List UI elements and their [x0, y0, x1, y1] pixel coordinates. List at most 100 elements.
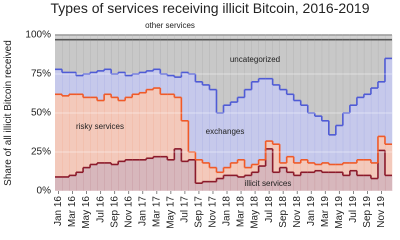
area-segment — [314, 164, 323, 171]
area-segment — [195, 183, 203, 191]
x-tick-label: Nov 16 — [123, 196, 134, 228]
area-segment — [349, 35, 358, 40]
area-segment — [209, 167, 217, 182]
area-segment — [188, 159, 196, 191]
area-segment — [342, 162, 351, 176]
x-tick-label: Nov 17 — [208, 196, 219, 228]
area-segment — [104, 69, 112, 95]
area-segment — [272, 35, 280, 40]
area-segment — [279, 89, 287, 163]
area-segment — [104, 94, 112, 163]
area-segment — [258, 159, 266, 167]
area-segment — [146, 70, 154, 90]
area-segment — [286, 39, 295, 95]
area-segment — [349, 105, 358, 163]
area-segment — [153, 39, 161, 70]
area-segment — [279, 162, 287, 168]
area-segment — [97, 35, 105, 40]
area-segment — [104, 35, 112, 40]
area-segment — [62, 72, 70, 96]
y-tick-label: 0% — [37, 186, 52, 197]
area-segment — [265, 35, 273, 40]
area-segment — [83, 167, 91, 191]
area-segment — [139, 159, 147, 191]
area-segment — [97, 162, 105, 191]
area-segment — [97, 70, 105, 101]
area-segment — [279, 35, 287, 40]
area-segment — [230, 162, 238, 176]
x-tick-label: Sep 16 — [109, 196, 120, 228]
area-segment — [300, 39, 309, 106]
area-segment — [76, 172, 84, 191]
area-segment — [363, 159, 372, 176]
area-segment — [356, 39, 365, 98]
area-segment — [363, 39, 372, 95]
area-segment — [83, 39, 91, 74]
area-segment — [62, 35, 70, 40]
x-tick-label: Jan 17 — [137, 196, 148, 226]
area-segment — [118, 161, 126, 191]
area-segment — [104, 39, 112, 70]
x-tick-label: May 17 — [165, 196, 176, 229]
area-segment — [293, 100, 302, 163]
area-segment — [223, 35, 231, 40]
area-segment — [195, 159, 203, 184]
area-segment — [104, 162, 112, 191]
x-tick-label: Mar 18 — [236, 196, 247, 228]
area-segment — [139, 39, 147, 73]
x-tick-label: Jul 19 — [348, 196, 359, 223]
area-segment — [384, 35, 393, 40]
area-segment — [111, 97, 119, 165]
area-segment — [174, 35, 182, 40]
y-axis-title: Share of all illicit Bitcoin received — [3, 40, 14, 186]
area-segment — [216, 35, 224, 40]
area-segment — [216, 178, 224, 191]
area-segment — [209, 39, 217, 90]
area-segment — [314, 39, 323, 117]
area-segment — [265, 141, 273, 149]
area-segment — [55, 176, 63, 191]
x-tick-label: Mar 16 — [67, 196, 78, 228]
area-segment — [125, 39, 133, 76]
area-segment — [377, 136, 386, 151]
area-segment — [286, 94, 295, 157]
area-segment — [328, 35, 337, 40]
area-segment — [244, 35, 252, 40]
area-segment — [293, 162, 302, 176]
area-segment — [356, 35, 365, 40]
area-segment — [293, 175, 302, 191]
area-segment — [90, 72, 98, 98]
area-segment — [174, 77, 182, 98]
area-segment — [230, 102, 238, 163]
area-segment — [69, 35, 77, 40]
area-segment — [188, 152, 196, 160]
area-segment — [258, 166, 266, 191]
area-segment — [90, 35, 98, 40]
area-segment — [265, 148, 273, 191]
area-segment — [125, 97, 133, 160]
area-segment — [384, 58, 393, 145]
x-tick-label: Mar 17 — [151, 196, 162, 228]
area-segment — [195, 39, 203, 82]
area-segment — [244, 89, 252, 168]
area-segment — [293, 35, 302, 40]
area-segment — [111, 164, 119, 191]
area-segment — [181, 161, 189, 191]
area-segment — [237, 176, 245, 191]
area-segment — [307, 162, 316, 173]
area-segment — [321, 172, 330, 191]
area-segment — [111, 74, 119, 98]
area-segment — [377, 150, 386, 191]
series-label: exchanges — [206, 127, 245, 136]
x-tick-label: Jan 19 — [306, 196, 317, 226]
area-segment — [342, 39, 351, 113]
area-segment — [328, 134, 337, 165]
area-segment — [188, 35, 196, 40]
area-segment — [202, 162, 210, 182]
area-segment — [321, 39, 330, 121]
area-segment — [349, 170, 358, 191]
area-segment — [76, 35, 84, 40]
area-segment — [97, 39, 105, 71]
